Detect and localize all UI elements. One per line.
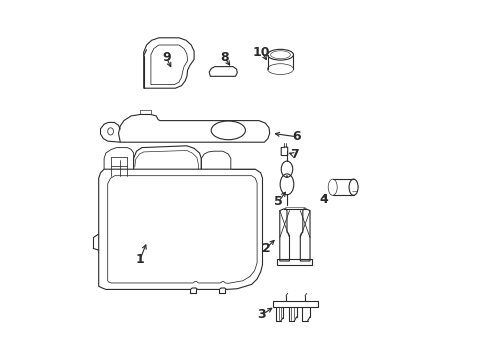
Text: 7: 7 bbox=[289, 148, 298, 161]
Text: 8: 8 bbox=[220, 51, 228, 64]
Text: 10: 10 bbox=[252, 46, 270, 59]
Text: 1: 1 bbox=[136, 253, 144, 266]
Text: 9: 9 bbox=[162, 51, 170, 64]
Text: 2: 2 bbox=[261, 242, 270, 255]
Text: 6: 6 bbox=[292, 130, 301, 143]
Text: 3: 3 bbox=[257, 309, 265, 321]
Text: 5: 5 bbox=[274, 195, 283, 208]
Text: 4: 4 bbox=[319, 193, 327, 206]
